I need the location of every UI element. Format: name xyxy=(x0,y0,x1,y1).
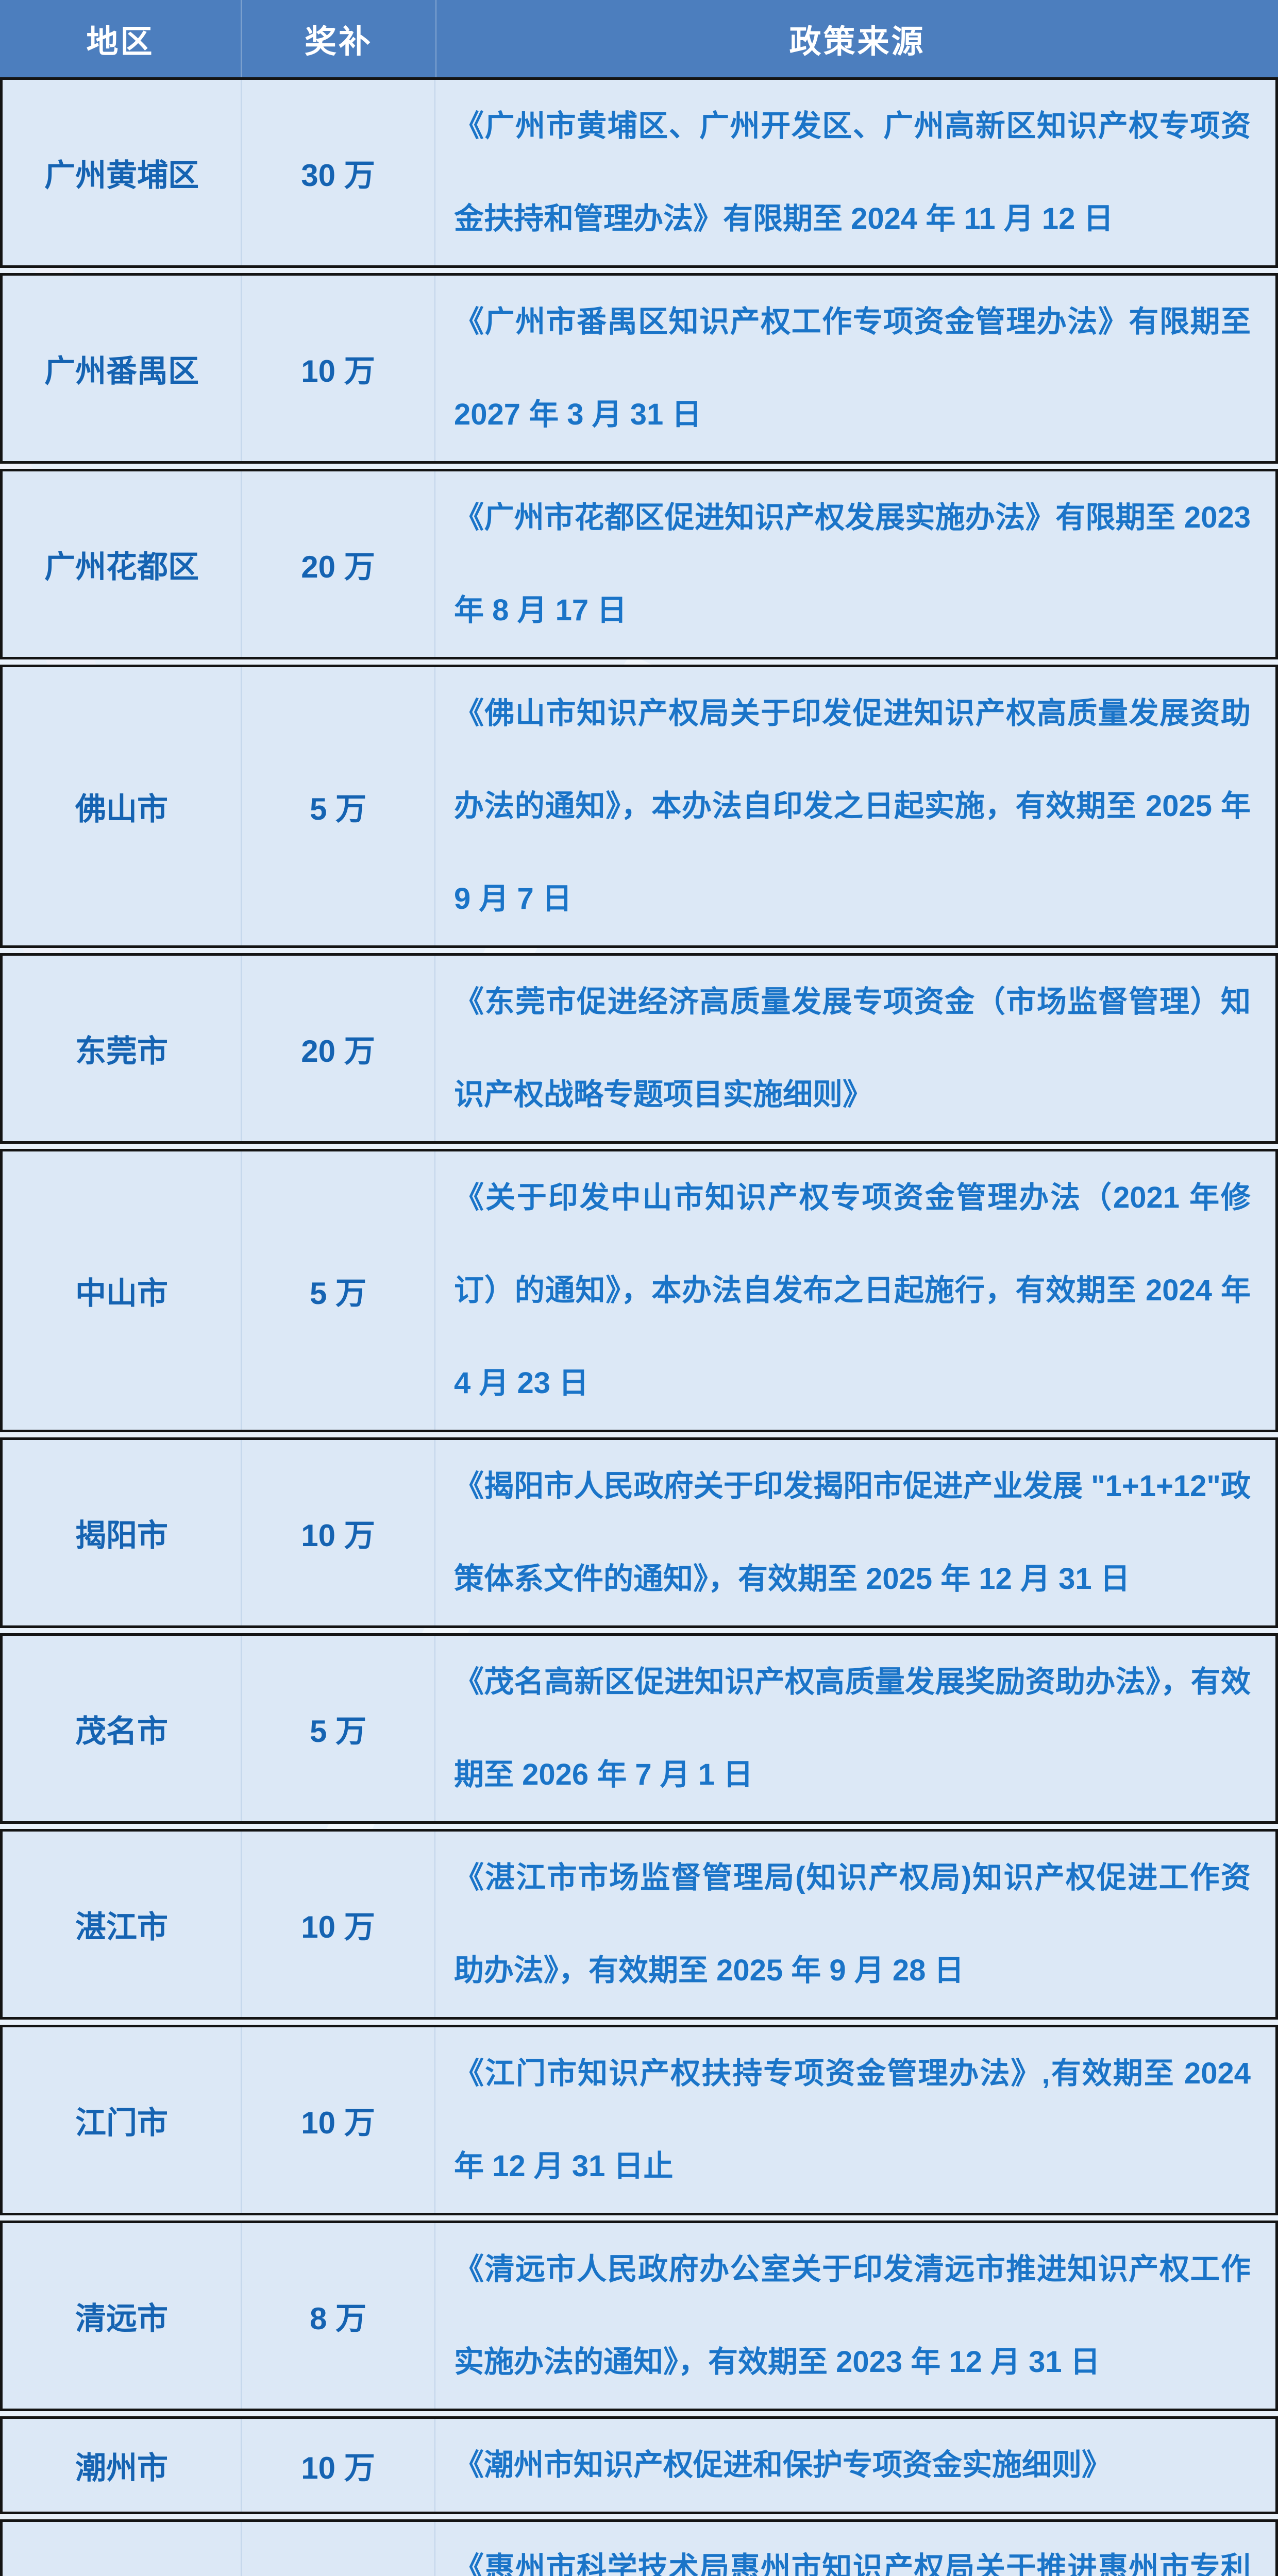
table-row: 广州花都区 20 万 《广州市花都区促进知识产权发展实施办法》有限期至 2023… xyxy=(0,469,1278,659)
table-row: 江门市 10 万 《江门市知识产权扶持专项资金管理办法》,有效期至 2024 年… xyxy=(0,2025,1278,2215)
region-cell: 清远市 xyxy=(3,2223,242,2409)
region-cell: 揭阳市 xyxy=(3,1440,242,1625)
header-reward: 奖补 xyxy=(242,0,436,77)
reward-cell: 10 万 xyxy=(242,1440,435,1625)
table-row: 中山市 5 万 《关于印发中山市知识产权专项资金管理办法（2021 年修订）的通… xyxy=(0,1149,1278,1432)
region-cell: 惠州市 xyxy=(3,2522,242,2576)
policy-source-cell: 《惠州市科学技术局惠州市知识产权局关于推进惠州市专利工作实施意见的操作规程》 xyxy=(454,2551,1251,2576)
reward-cell: 5 万 xyxy=(242,667,435,945)
region-cell: 广州番禺区 xyxy=(3,276,242,461)
region-cell: 广州花都区 xyxy=(3,471,242,657)
table-row: 广州番禺区 10 万 《广州市番禺区知识产权工作专项资金管理办法》有限期至 20… xyxy=(0,273,1278,464)
reward-cell: 10 万 xyxy=(242,1832,435,2017)
reward-cell: 8 万 xyxy=(242,2223,435,2409)
policy-source-cell: 《佛山市知识产权局关于印发促进知识产权高质量发展资助办法的通知》，本办法自印发之… xyxy=(454,697,1251,916)
table-row: 广州黄埔区 30 万 《广州市黄埔区、广州开发区、广州高新区知识产权专项资金扶持… xyxy=(0,77,1278,268)
header-region: 地区 xyxy=(0,0,242,77)
region-cell: 佛山市 xyxy=(3,667,242,945)
table-header: 地区 奖补 政策来源 xyxy=(0,0,1278,77)
reward-cell: 30 万 xyxy=(242,80,435,265)
table-row: 茂名市 5 万 《茂名高新区促进知识产权高质量发展奖励资助办法》，有效期至 20… xyxy=(0,1633,1278,1824)
policy-source-cell: 《湛江市市场监督管理局(知识产权局)知识产权促进工作资助办法》，有效期至 202… xyxy=(454,1861,1251,1987)
table-row: 东莞市 20 万 《东莞市促进经济高质量发展专项资金（市场监督管理）知识产权战略… xyxy=(0,953,1278,1144)
reward-cell: 20 万 xyxy=(242,471,435,657)
table-row: 揭阳市 10 万 《揭阳市人民政府关于印发揭阳市促进产业发展 "1+1+12"政… xyxy=(0,1437,1278,1628)
policy-source-cell: 《揭阳市人民政府关于印发揭阳市促进产业发展 "1+1+12"政策体系文件的通知》… xyxy=(454,1469,1251,1596)
table-body: 广州黄埔区 30 万 《广州市黄埔区、广州开发区、广州高新区知识产权专项资金扶持… xyxy=(0,77,1278,2576)
region-cell: 东莞市 xyxy=(3,956,242,1141)
reward-cell: 20 万 xyxy=(242,956,435,1141)
policy-source-cell: 《广州市番禺区知识产权工作专项资金管理办法》有限期至 2027 年 3 月 31… xyxy=(454,305,1251,431)
policy-source-cell: 《清远市人民政府办公室关于印发清远市推进知识产权工作实施办法的通知》，有效期至 … xyxy=(454,2252,1251,2379)
reward-cell: 5 万 xyxy=(242,1151,435,1430)
table-row: 清远市 8 万 《清远市人民政府办公室关于印发清远市推进知识产权工作实施办法的通… xyxy=(0,2221,1278,2411)
header-policy-source: 政策来源 xyxy=(789,24,926,60)
table-row: 潮州市 10 万 《潮州市知识产权促进和保护专项资金实施细则》 xyxy=(0,2416,1278,2514)
reward-cell: 10 万 xyxy=(242,276,435,461)
reward-cell: 10 万 xyxy=(242,2027,435,2213)
policy-source-cell: 《广州市花都区促进知识产权发展实施办法》有限期至 2023 年 8 月 17 日 xyxy=(454,501,1251,627)
table-row: 惠州市 10 万 《惠州市科学技术局惠州市知识产权局关于推进惠州市专利工作实施意… xyxy=(0,2519,1278,2576)
policy-source-cell: 《江门市知识产权扶持专项资金管理办法》,有效期至 2024 年 12 月 31 … xyxy=(454,2057,1251,2183)
table-row: 佛山市 5 万 《佛山市知识产权局关于印发促进知识产权高质量发展资助办法的通知》… xyxy=(0,665,1278,948)
region-cell: 潮州市 xyxy=(3,2419,242,2512)
policy-source-cell: 《潮州市知识产权促进和保护专项资金实施细则》 xyxy=(454,2448,1112,2482)
reward-cell: 5 万 xyxy=(242,1636,435,1821)
table-row: 湛江市 10 万 《湛江市市场监督管理局(知识产权局)知识产权促进工作资助办法》… xyxy=(0,1829,1278,2020)
policy-source-cell: 《东莞市促进经济高质量发展专项资金（市场监督管理）知识产权战略专题项目实施细则》 xyxy=(454,985,1251,1111)
policy-source-cell: 《关于印发中山市知识产权专项资金管理办法（2021 年修订）的通知》，本办法自发… xyxy=(454,1181,1251,1400)
region-cell: 广州黄埔区 xyxy=(3,80,242,265)
policy-source-cell: 《广州市黄埔区、广州开发区、广州高新区知识产权专项资金扶持和管理办法》有限期至 … xyxy=(454,109,1251,235)
region-cell: 江门市 xyxy=(3,2027,242,2213)
region-cell: 湛江市 xyxy=(3,1832,242,2017)
region-cell: 茂名市 xyxy=(3,1636,242,1821)
reward-cell: 10 万 xyxy=(242,2522,435,2576)
policy-source-cell: 《茂名高新区促进知识产权高质量发展奖励资助办法》，有效期至 2026 年 7 月… xyxy=(454,1665,1251,1791)
reward-cell: 10 万 xyxy=(242,2419,435,2512)
region-cell: 中山市 xyxy=(3,1151,242,1430)
